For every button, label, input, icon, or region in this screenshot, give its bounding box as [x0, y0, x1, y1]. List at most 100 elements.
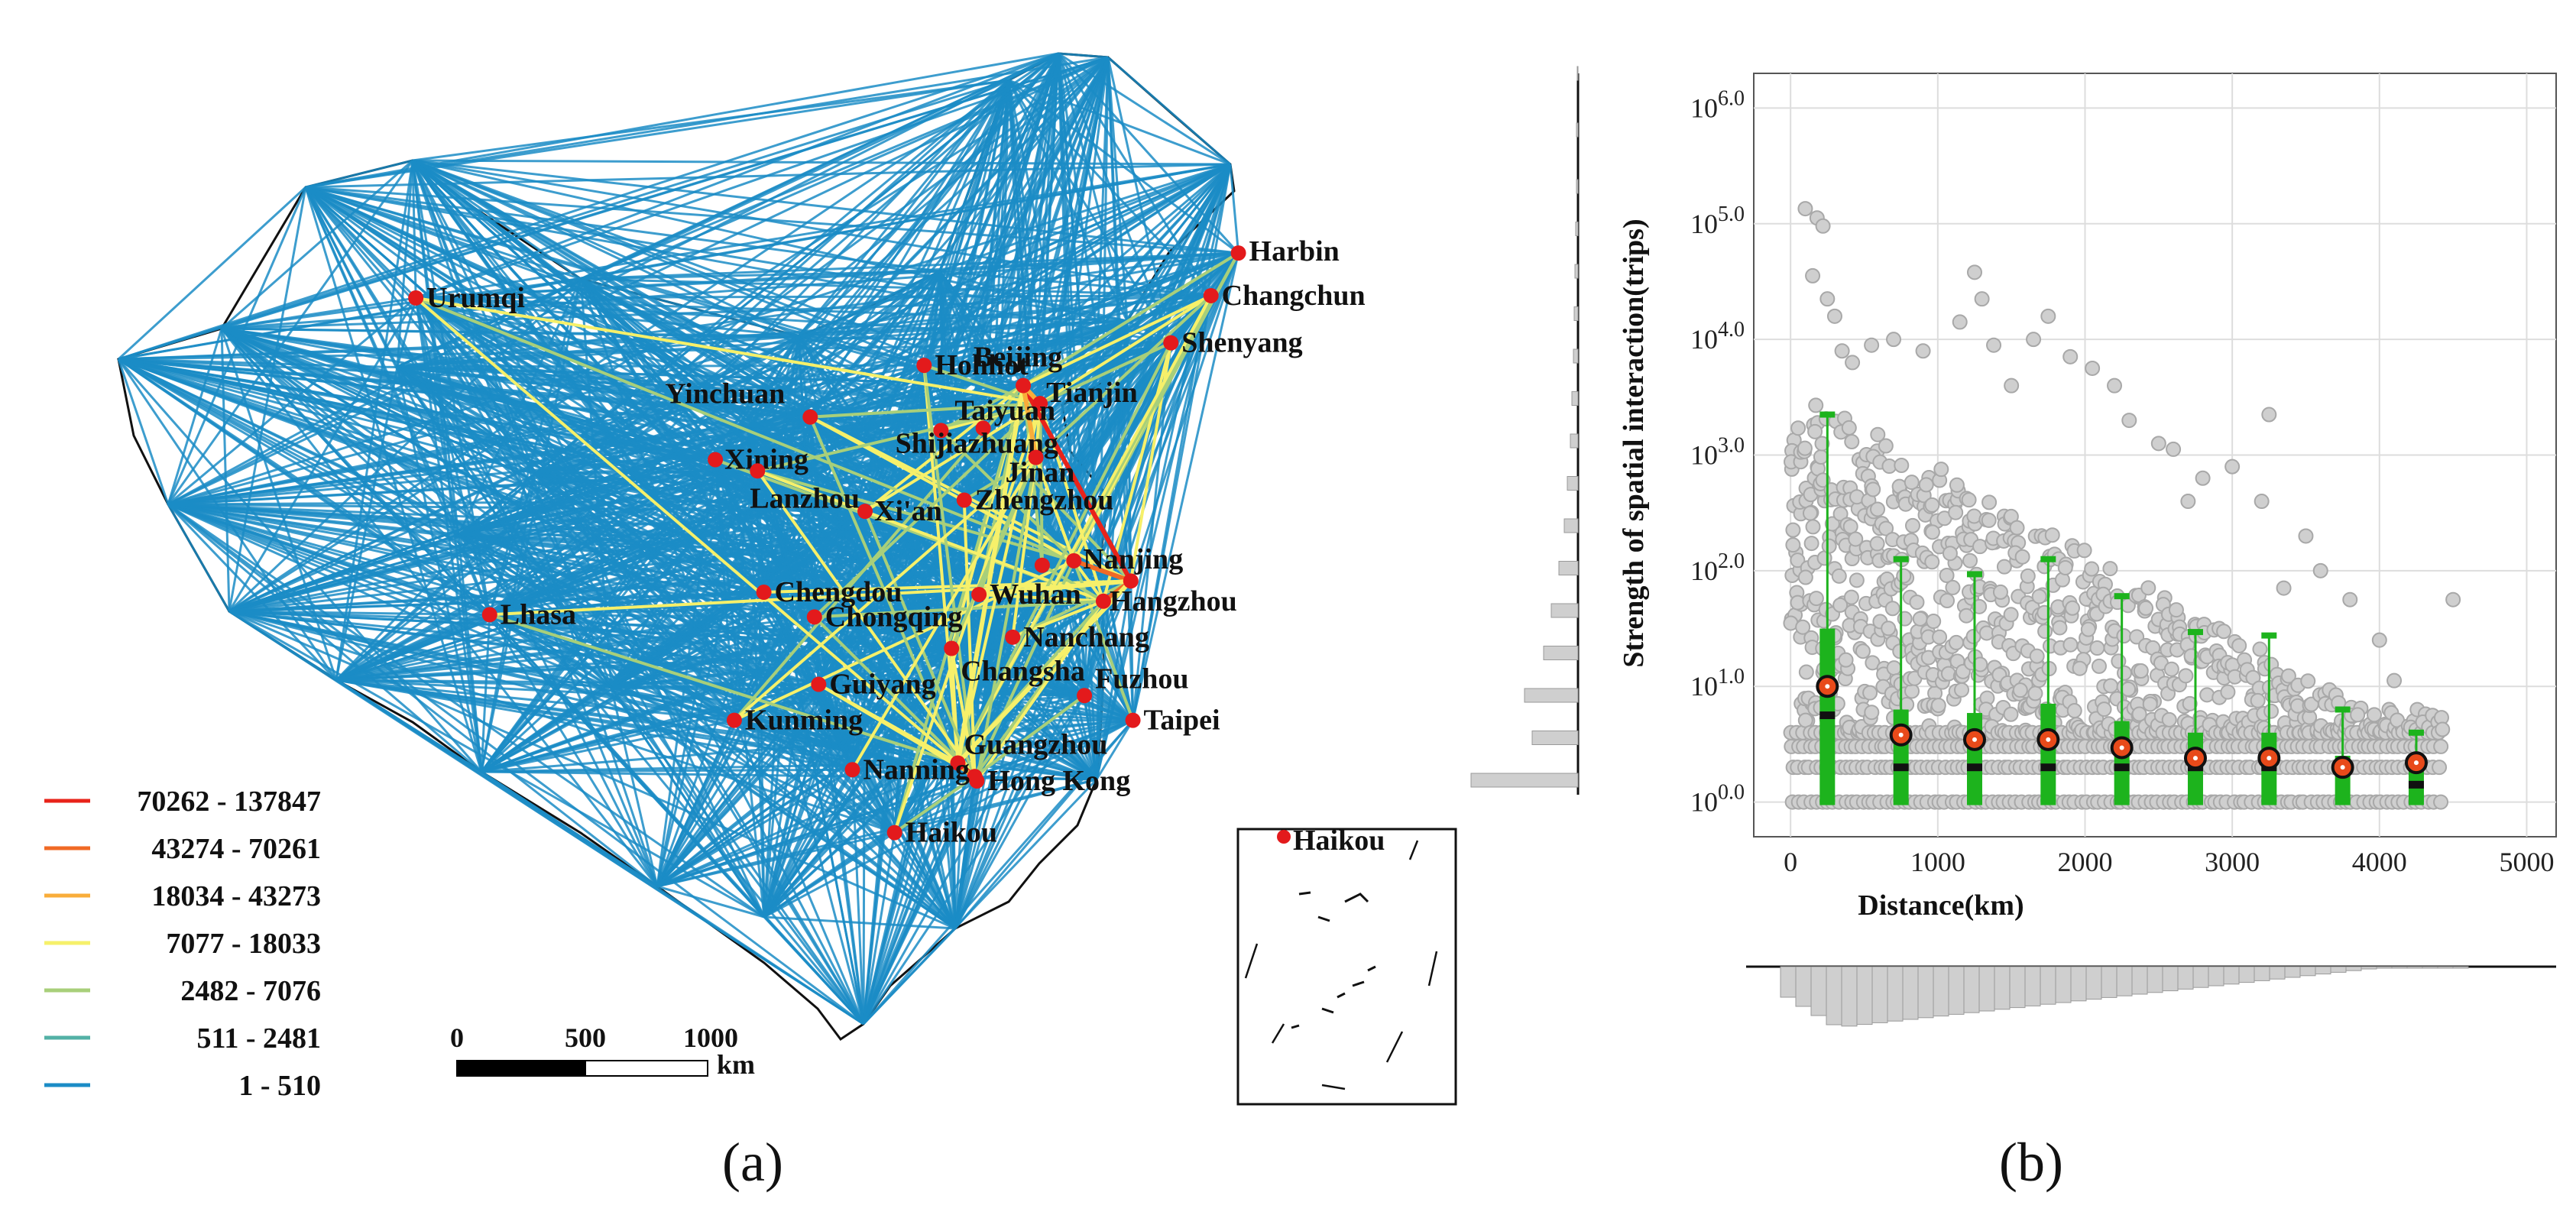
flow-line: [228, 610, 612, 689]
flow-line: [117, 186, 307, 361]
scatter-point: [1797, 440, 1813, 456]
flow-line: [228, 610, 994, 651]
flow-line: [610, 687, 865, 1025]
scatter-point: [2012, 682, 2028, 698]
flow-line-strong: [864, 402, 1042, 513]
city-marker: [1230, 245, 1246, 261]
flow-line: [480, 335, 800, 773]
map-panel: Harbin Changchun Shenyang Urumqi HohhotBeiji…: [44, 52, 1457, 1193]
flow-line: [335, 56, 1109, 682]
scatter-point: [2085, 360, 2101, 376]
city-label: Lhasa: [501, 598, 576, 630]
scatter-point: [1912, 611, 1928, 627]
flow-line: [117, 358, 170, 505]
city-marker: [708, 452, 724, 468]
x-tick-label: 5000: [2499, 847, 2554, 877]
box-median: [1966, 763, 1982, 772]
flow-line: [167, 503, 612, 689]
flow-line-strong: [1041, 564, 1104, 603]
scatter-point: [2072, 660, 2088, 676]
scatter-point: [2052, 620, 2068, 636]
scatter-point: [1954, 682, 1970, 698]
flow-line: [938, 271, 966, 501]
scatter-point: [2029, 648, 2045, 664]
flow-line: [580, 277, 1211, 297]
flow-line-strong: [963, 455, 1037, 502]
scatter-point: [2371, 632, 2387, 648]
flow-line: [335, 319, 1128, 682]
scatter-point: [1981, 494, 1998, 510]
marginal-y-bar: [1543, 646, 1579, 660]
x-tick-label: 4000: [2352, 847, 2407, 877]
scatter-point: [1842, 519, 1858, 535]
scatter-point: [1819, 291, 1836, 307]
marginal-x-bar: [2254, 966, 2270, 981]
scatter-point: [2084, 561, 2100, 577]
flow-line: [228, 186, 307, 612]
marginal-x-bar: [1810, 966, 1827, 1016]
city-marker: [1203, 287, 1219, 303]
city-label: Hong Kong: [987, 765, 1130, 797]
marginal-x-bar: [1856, 966, 1873, 1025]
marginal-x-bar: [2177, 966, 2194, 990]
marginal-x-bar: [2299, 966, 2316, 977]
city-marker: [1032, 396, 1048, 412]
box-body: [1893, 709, 1909, 802]
flow-line: [416, 296, 1171, 345]
scatter-point: [1869, 536, 1885, 552]
city-marker: [811, 676, 827, 692]
scatter-point: [1848, 531, 1864, 547]
inset-haikou-label: Haikou: [1293, 825, 1385, 857]
scatter-point: [1884, 601, 1900, 617]
flow-line: [580, 277, 918, 536]
flow-line: [167, 504, 231, 612]
flow-line: [167, 503, 994, 651]
flow-line: [304, 186, 613, 688]
marginal-y-bar: [1576, 179, 1579, 194]
scatter-point: [1870, 426, 1886, 442]
flow-line: [396, 366, 483, 773]
y-tick-label: 105.0: [1690, 202, 1745, 239]
flow-line-strong: [733, 456, 1037, 722]
scatter-point: [2280, 668, 2296, 684]
flow-line: [228, 610, 765, 919]
marginal-x-bar: [2284, 966, 2301, 978]
city-label: Nanjing: [1083, 543, 1183, 575]
flow-line: [457, 534, 483, 773]
city-label: Xi'an: [874, 495, 942, 527]
box-mean-dot: [2340, 765, 2345, 770]
flow-line-strong: [1035, 294, 1213, 459]
flow-line: [1132, 252, 1240, 721]
marginal-x-bar: [2192, 966, 2209, 988]
y-tick-label: 104.0: [1690, 318, 1745, 355]
city-label: Guangzhou: [964, 728, 1107, 760]
scatter-point: [1808, 397, 1824, 413]
scatter-point: [2117, 665, 2133, 681]
flow-line: [458, 533, 841, 750]
flow-line: [221, 327, 918, 536]
marginal-x-bar: [2376, 966, 2393, 969]
marginal-y-bar: [1550, 603, 1579, 618]
city-marker: [857, 504, 873, 520]
flow-line: [656, 427, 750, 887]
scatter-point: [2199, 687, 2215, 703]
scatter-point: [2004, 377, 2020, 394]
city-marker: [750, 463, 766, 479]
flow-line: [412, 159, 1211, 297]
flow-line: [763, 556, 1102, 919]
scatter-point: [2298, 528, 2314, 544]
marginal-y-bar: [1576, 66, 1579, 81]
box-mean-dot: [1972, 737, 1977, 742]
scatter-point: [1814, 436, 1830, 452]
flow-line: [1095, 57, 1110, 780]
flow-line-strong: [950, 648, 960, 763]
flow-line: [412, 159, 1231, 166]
marginal-y-bar: [1576, 122, 1579, 138]
scatter-point: [1797, 201, 1813, 217]
marginal-x-bar: [2208, 966, 2224, 987]
flow-line: [167, 56, 1109, 506]
flow-line: [167, 503, 1097, 781]
scatter-point: [2182, 695, 2198, 711]
flow-line: [480, 278, 582, 773]
flow-line: [305, 159, 413, 189]
